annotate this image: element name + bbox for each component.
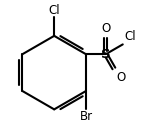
Text: Cl: Cl xyxy=(48,4,60,17)
Text: Cl: Cl xyxy=(125,30,136,43)
Text: O: O xyxy=(116,71,125,84)
Text: S: S xyxy=(101,48,110,61)
Text: Br: Br xyxy=(79,110,93,123)
Text: O: O xyxy=(101,22,110,35)
